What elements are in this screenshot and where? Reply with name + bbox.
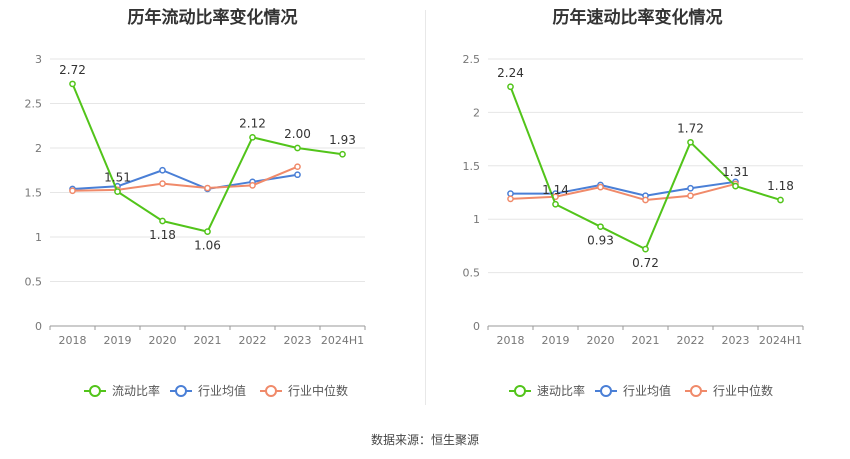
x-tick-label: 2020 (149, 334, 177, 347)
data-point[interactable] (294, 163, 301, 171)
data-label: 1.93 (329, 133, 356, 147)
legend-item[interactable]: 行业中位数 (260, 383, 348, 398)
data-point[interactable] (597, 183, 604, 191)
legend-marker (514, 385, 526, 397)
data-point[interactable] (339, 150, 346, 158)
legend-label: 行业中位数 (713, 383, 773, 398)
y-tick-label: 2.5 (463, 53, 481, 66)
legend-marker (175, 385, 187, 397)
series-line (72, 169, 298, 190)
data-label: 1.06 (194, 239, 221, 253)
y-tick-label: 0.5 (463, 267, 481, 280)
current-ratio-chart: 历年流动比率变化情况 0 0.5 1 1.5 2 2.5 3 2018 2019 2020 2021… (0, 0, 425, 410)
data-point[interactable] (159, 166, 166, 174)
x-tick-label: 2018 (59, 334, 87, 347)
legend-marker (690, 385, 702, 397)
legend-item[interactable]: 行业中位数 (685, 383, 773, 398)
legend-marker (265, 385, 277, 397)
data-label: 1.72 (677, 121, 704, 135)
quick-ratio-chart: 历年速动比率变化情况 0 0.5 1 1.5 2 2.5 2018 2019 2020 2021 2… (425, 0, 850, 410)
y-tick-label: 2.5 (25, 98, 43, 111)
y-tick-label: 0.5 (25, 276, 43, 289)
data-point[interactable] (732, 182, 739, 190)
y-tick-label: 3 (35, 53, 42, 66)
data-source: 数据来源：恒生聚源 (370, 433, 479, 447)
data-point[interactable] (642, 196, 649, 204)
x-tick-label: 2021 (194, 334, 222, 347)
y-tick-label: 0 (35, 320, 42, 333)
chart-title: 历年流动比率变化情况 (127, 8, 298, 28)
x-tick-label: 2019 (104, 334, 132, 347)
data-label: 2.12 (239, 116, 266, 130)
data-label: 2.00 (284, 127, 311, 141)
data-point[interactable] (159, 180, 166, 187)
x-tick-label: 2022 (677, 334, 705, 347)
data-point[interactable] (294, 144, 301, 152)
data-point[interactable] (507, 195, 514, 203)
data-label: 2.24 (497, 66, 524, 80)
legend-label: 流动比率 (112, 383, 160, 398)
data-point[interactable] (687, 138, 694, 146)
data-point[interactable] (687, 184, 694, 192)
data-point[interactable] (507, 83, 514, 91)
series-line (72, 165, 298, 192)
data-label: 1.51 (104, 171, 131, 185)
data-point[interactable] (249, 133, 256, 141)
data-point[interactable] (687, 192, 694, 200)
y-tick-label: 1.5 (463, 160, 481, 173)
legend-item[interactable]: 流动比率 (84, 383, 160, 398)
x-tick-label: 2024H1 (321, 334, 364, 347)
data-label: 0.93 (587, 234, 614, 248)
data-point[interactable] (114, 188, 121, 195)
legend-marker (600, 385, 612, 397)
x-tick-label: 2021 (632, 334, 660, 347)
current-ratio-plot: 0 0.5 1 1.5 2 2.5 3 2018 2019 2020 2021 2022 2023 202… (25, 53, 366, 398)
quick-ratio-plot: 0 0.5 1 1.5 2 2.5 2018 2019 2020 2021 2022 2023 2024… (463, 53, 804, 398)
x-tick-label: 2022 (239, 334, 267, 347)
legend-label: 行业均值 (623, 383, 671, 398)
panel-divider (425, 10, 426, 405)
legend-label: 行业中位数 (288, 383, 348, 398)
x-tick-label: 2023 (722, 334, 750, 347)
x-tick-label: 2018 (497, 334, 525, 347)
data-label: 2.72 (59, 63, 86, 77)
data-point[interactable] (249, 182, 256, 189)
y-tick-label: 1 (473, 213, 480, 226)
x-tick-label: 2019 (542, 334, 570, 347)
legend-label: 速动比率 (537, 383, 585, 398)
legend-marker (89, 385, 101, 397)
data-point[interactable] (552, 200, 559, 208)
data-point[interactable] (69, 187, 76, 195)
y-tick-label: 0 (473, 320, 480, 333)
data-point[interactable] (204, 228, 211, 236)
y-tick-label: 1 (35, 231, 42, 244)
data-point[interactable] (204, 184, 211, 192)
data-point[interactable] (597, 223, 604, 231)
legend-item[interactable]: 速动比率 (509, 383, 585, 398)
y-tick-label: 1.5 (25, 187, 43, 200)
legend-item[interactable]: 行业均值 (170, 383, 246, 398)
y-tick-label: 2 (473, 106, 480, 119)
y-tick-label: 2 (35, 142, 42, 155)
chart-title: 历年速动比率变化情况 (552, 8, 723, 28)
data-label: 1.18 (767, 179, 794, 193)
data-point[interactable] (642, 245, 649, 253)
series-line (510, 180, 736, 197)
data-label: 1.31 (722, 165, 749, 179)
data-point[interactable] (777, 196, 784, 204)
data-point[interactable] (507, 190, 514, 197)
x-tick-label: 2023 (284, 334, 312, 347)
data-label: 1.14 (542, 183, 569, 197)
series-line (510, 182, 736, 201)
data-label: 1.18 (149, 228, 176, 242)
data-label: 0.72 (632, 256, 659, 270)
x-tick-label: 2024H1 (759, 334, 802, 347)
legend-label: 行业均值 (198, 383, 246, 398)
series-line (71, 83, 343, 233)
data-point[interactable] (159, 217, 166, 225)
data-point[interactable] (294, 171, 301, 179)
x-tick-label: 2020 (587, 334, 615, 347)
data-point[interactable] (69, 80, 76, 88)
legend-item[interactable]: 行业均值 (595, 383, 671, 398)
